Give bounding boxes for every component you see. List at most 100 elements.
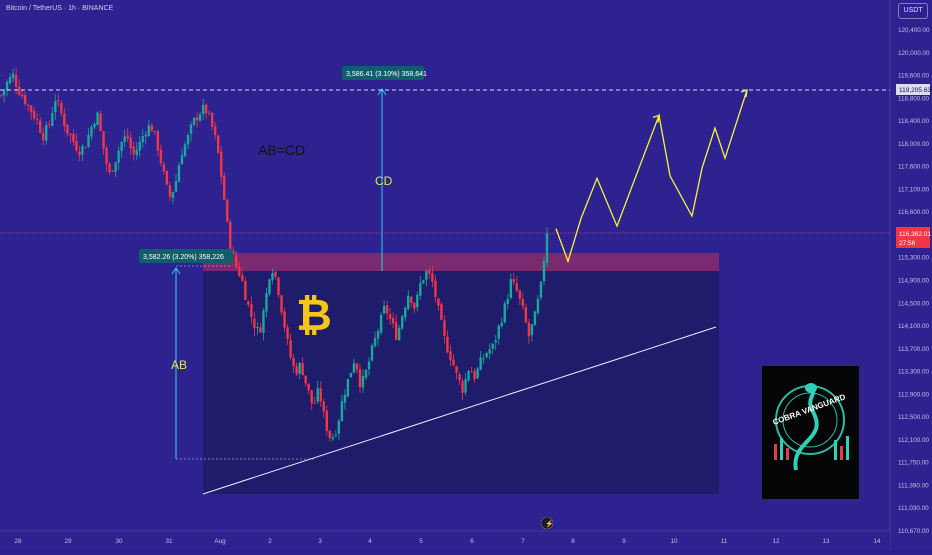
candle-body xyxy=(407,295,410,310)
candle-body xyxy=(434,280,437,298)
candle-body xyxy=(373,337,377,346)
candle-body xyxy=(66,124,69,134)
candle-body xyxy=(419,283,422,296)
target-price-badge xyxy=(896,84,930,95)
candle-body xyxy=(515,283,519,291)
candle-body xyxy=(443,320,446,336)
candle-body xyxy=(201,104,205,115)
candle-body xyxy=(319,388,322,402)
candles-layer xyxy=(0,67,549,442)
symbol-title[interactable]: Bitcoin / TetherUS · 1h · BINANCE xyxy=(6,5,114,12)
price-tick-label: 112,100.00 xyxy=(898,437,930,444)
candle-body xyxy=(93,123,96,128)
candle-body xyxy=(220,151,223,177)
candle-body xyxy=(60,102,63,114)
candle-body xyxy=(440,304,443,320)
candle-body xyxy=(370,345,374,361)
candle-body xyxy=(382,305,386,314)
candle-body xyxy=(536,298,540,313)
price-tick-label: 113,300.00 xyxy=(898,369,930,376)
ab-measure-text: 3,582.26 (3.20%) 358,226 xyxy=(143,254,224,261)
candle-body xyxy=(0,95,3,97)
price-tick-label: 111,390.00 xyxy=(898,482,929,489)
candle-body xyxy=(69,133,72,136)
candle-body xyxy=(14,74,18,87)
candle-body xyxy=(29,105,33,113)
candle-body xyxy=(39,120,42,133)
candle-body xyxy=(295,365,298,375)
price-tick-label: 114,100.00 xyxy=(898,323,930,330)
candle-body xyxy=(120,141,123,151)
candle-body xyxy=(42,132,45,141)
candle-body xyxy=(358,369,362,388)
candle-body xyxy=(340,401,344,422)
candle-body xyxy=(213,125,217,136)
candle-body xyxy=(129,137,132,149)
price-tick-label: 118,000.00 xyxy=(898,141,930,148)
candle-body xyxy=(494,340,497,343)
time-tick-label: 3 xyxy=(318,538,322,545)
candle-body xyxy=(111,170,114,172)
time-tick-label: 14 xyxy=(873,538,881,545)
candle-body xyxy=(388,314,392,319)
candle-body xyxy=(132,146,135,154)
price-tick-label: 117,600.00 xyxy=(898,164,930,171)
candle-body xyxy=(26,104,30,106)
candle-body xyxy=(32,111,36,119)
candle-body xyxy=(437,298,440,306)
candle-body xyxy=(114,162,117,172)
candle-body xyxy=(283,311,286,328)
candle-body xyxy=(177,165,181,182)
candle-body xyxy=(117,150,120,163)
candle-body xyxy=(518,290,522,299)
candle-body xyxy=(346,378,350,397)
candle-body xyxy=(542,261,546,282)
candle-body xyxy=(280,295,283,313)
candle-body xyxy=(527,322,531,337)
price-tick-label: 112,900.00 xyxy=(898,391,930,398)
candle-body xyxy=(247,301,250,305)
candle-body xyxy=(144,134,147,137)
candle-body xyxy=(476,368,479,379)
candle-body xyxy=(138,141,141,151)
candle-body xyxy=(238,266,241,276)
candle-body xyxy=(156,131,160,151)
candle-body xyxy=(325,410,328,432)
candle-body xyxy=(512,279,516,283)
cd-arrow-head xyxy=(377,88,387,96)
candle-body xyxy=(84,147,87,149)
svg-text:⚡: ⚡ xyxy=(545,519,554,528)
candle-body xyxy=(521,299,525,307)
price-tick-label: 110,670.00 xyxy=(898,528,930,535)
time-tick-label: 9 xyxy=(622,538,626,545)
price-tick-label: 117,100.00 xyxy=(898,186,930,193)
lightning-icon[interactable] xyxy=(540,516,554,530)
candle-body xyxy=(229,221,232,251)
candle-body xyxy=(298,362,301,374)
candle-body xyxy=(259,327,262,333)
projection-arrowhead xyxy=(740,89,748,98)
candle-body xyxy=(533,311,537,326)
time-tick-label: 28 xyxy=(14,538,22,545)
candle-body xyxy=(23,94,27,105)
candle-body xyxy=(141,136,144,143)
price-tick-label: 111,750.00 xyxy=(898,460,929,467)
candle-body xyxy=(81,145,84,155)
currency-button[interactable]: USDT xyxy=(898,3,928,19)
candle-body xyxy=(473,370,476,380)
candle-body xyxy=(192,117,196,125)
time-tick-label: 8 xyxy=(571,538,575,545)
projection-arrowheads xyxy=(652,89,748,123)
candle-body xyxy=(11,73,15,79)
candle-body xyxy=(482,358,485,360)
price-axis-ticks: 120,400.00 120,000.00 119,600.00 118,800.00… xyxy=(898,27,930,535)
candle-body xyxy=(391,318,395,324)
candle-body xyxy=(105,147,108,165)
candle-body xyxy=(328,430,332,438)
time-tick-label: 5 xyxy=(419,538,423,545)
candle-body xyxy=(5,81,9,90)
candle-body xyxy=(168,185,172,197)
price-tick-label: 112,500.00 xyxy=(898,414,930,421)
